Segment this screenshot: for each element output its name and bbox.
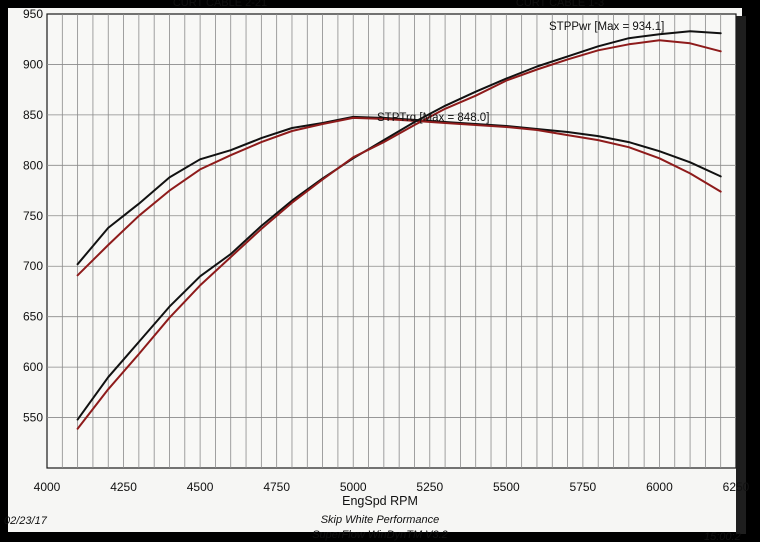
plot-area (46, 13, 737, 469)
y-tick-label: 600 (23, 360, 43, 374)
x-tick-label: 5750 (570, 480, 597, 494)
x-tick-label: 6000 (646, 480, 673, 494)
grid (47, 14, 736, 468)
x-tick-label: 6250 (723, 480, 750, 494)
y-tick-label: 800 (23, 158, 43, 172)
x-tick-label: 4000 (34, 480, 61, 494)
y-tick-label: 950 (23, 7, 43, 21)
series-line-trq_b (76, 116, 722, 277)
x-axis-title: EngSpd RPM (342, 494, 418, 508)
y-tick-label: 850 (23, 108, 43, 122)
annotation-stp-trq: STPTrq [Max = 848.0] (377, 112, 489, 124)
y-tick-label: 650 (23, 310, 43, 324)
y-tick-label: 750 (23, 209, 43, 223)
x-tick-label: 4750 (263, 480, 290, 494)
footer-software: SuperFlow WinDynTM V3.2 (312, 529, 448, 541)
x-tick-label: 4500 (187, 480, 214, 494)
series-line-pwr_a (76, 30, 722, 421)
paper-shadow (736, 16, 746, 534)
annotation-stp-pwr: STPPwr [Max = 934.1] (549, 21, 664, 33)
x-tick-label: 5000 (340, 480, 367, 494)
y-tick-labels: 550 600 650 700 750 800 850 900 950 (23, 7, 43, 425)
x-tick-label: 4250 (110, 480, 137, 494)
footer-date: 02/23/17 (4, 515, 48, 527)
series-lines (76, 30, 722, 430)
footer-company: Skip White Performance (321, 514, 440, 526)
y-tick-label: 900 (23, 57, 43, 71)
top-label-2: CURT CABLE 1-3 (516, 0, 604, 9)
x-tick-label: 5250 (416, 480, 443, 494)
footer-time: 15:00:2 (704, 531, 741, 542)
top-label-1: CURT CABLE 2-21 (173, 0, 267, 9)
y-tick-label: 550 (23, 411, 43, 425)
series-line-pwr_b (76, 39, 722, 430)
y-tick-label: 700 (23, 259, 43, 273)
x-tick-labels: 4000 4250 4500 4750 5000 5250 5500 5750 6000 6250 (34, 480, 750, 494)
x-tick-label: 5500 (493, 480, 520, 494)
